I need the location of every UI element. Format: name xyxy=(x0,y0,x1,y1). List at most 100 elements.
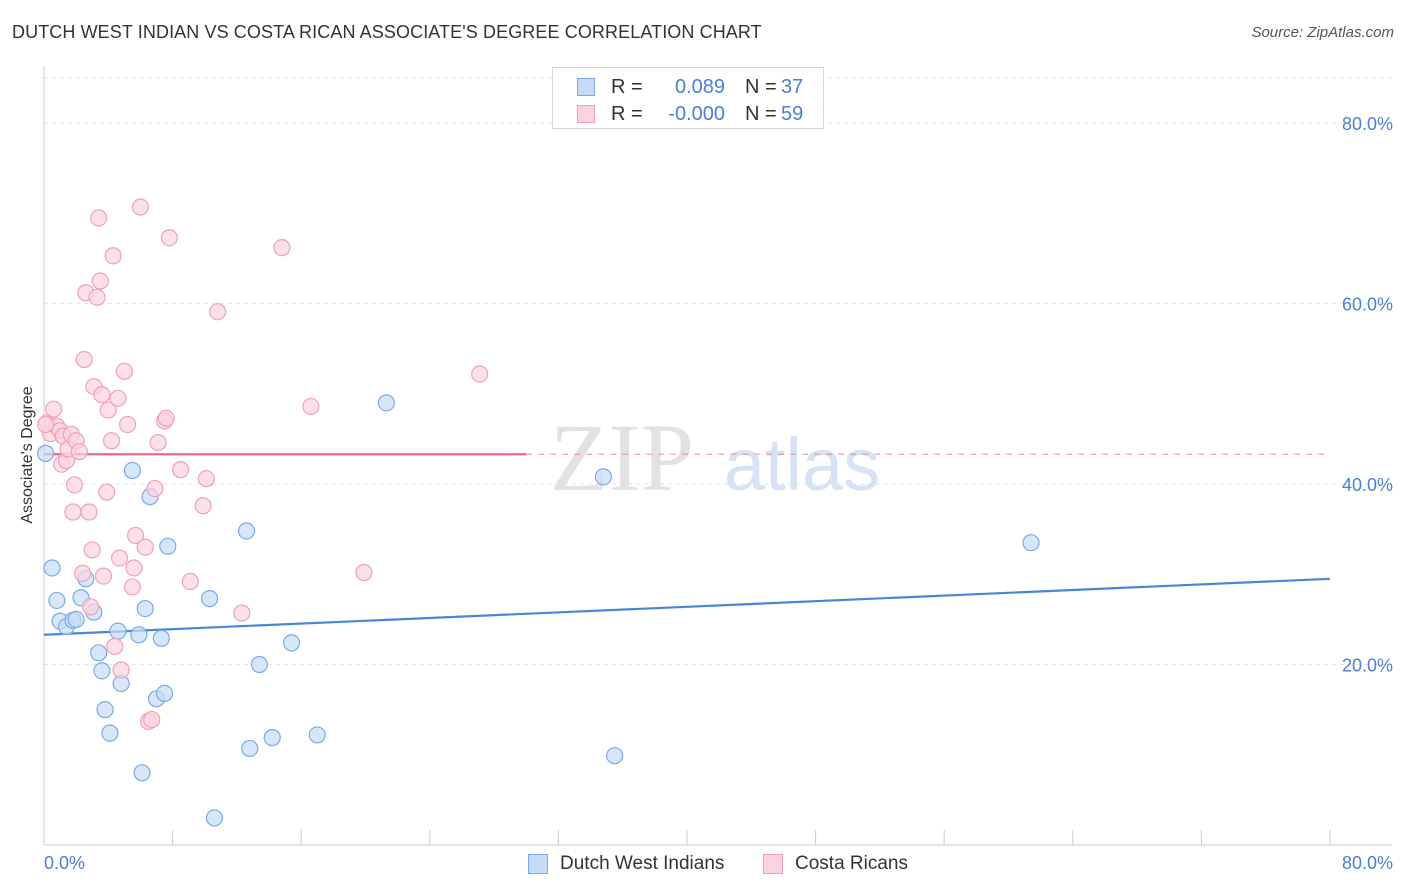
legend-n-label: N = xyxy=(745,102,777,125)
data-point xyxy=(197,470,215,488)
data-point xyxy=(377,394,395,412)
data-point xyxy=(90,644,108,662)
axes xyxy=(43,66,1392,846)
x-tick-label: 80.0% xyxy=(1342,853,1393,873)
data-point xyxy=(99,401,117,419)
legend-r-value: -0.000 xyxy=(668,102,725,125)
data-point xyxy=(94,567,113,585)
data-point xyxy=(136,599,154,618)
legend-n-label: N = xyxy=(745,75,777,98)
data-points xyxy=(37,198,1040,827)
data-point xyxy=(302,397,320,416)
bottom-legend-dutch-west-indians[interactable]: Dutch West Indians xyxy=(528,852,724,876)
data-point xyxy=(115,362,133,380)
data-point xyxy=(37,444,55,462)
data-point xyxy=(43,559,61,577)
y-tick-label: 20.0% xyxy=(1342,656,1393,676)
data-point xyxy=(172,461,190,479)
data-point xyxy=(80,503,98,521)
data-point xyxy=(93,386,111,404)
data-point xyxy=(64,503,82,521)
data-point xyxy=(123,461,142,480)
data-point xyxy=(110,549,129,567)
watermark-zip: ZIP xyxy=(550,404,694,511)
data-point xyxy=(355,563,373,582)
data-point xyxy=(241,739,259,758)
data-point xyxy=(1022,534,1040,552)
trend-lines xyxy=(43,453,1331,636)
data-point xyxy=(75,350,93,369)
data-point xyxy=(471,365,489,383)
data-point xyxy=(273,239,291,257)
data-point xyxy=(181,572,199,591)
tick-labels: 20.0% 40.0% 60.0% 80.0% 0.0% 80.0% xyxy=(44,114,1393,873)
data-point xyxy=(157,409,175,427)
data-point xyxy=(160,229,178,247)
legend-swatch-blue xyxy=(528,854,548,874)
data-point xyxy=(594,468,613,486)
grid-lines xyxy=(44,77,1392,666)
data-point xyxy=(106,637,124,656)
data-point xyxy=(308,726,326,744)
data-point xyxy=(127,526,145,545)
data-point xyxy=(131,198,150,216)
data-point xyxy=(143,710,161,729)
data-point xyxy=(233,604,251,622)
legend-row-costa-ricans: R = -0.000 N = 59 xyxy=(577,103,803,125)
data-point xyxy=(91,272,109,290)
legend-row-dutch-west-indians: R = 0.089 N = 37 xyxy=(577,76,803,98)
data-point xyxy=(123,578,142,596)
data-point xyxy=(98,483,116,501)
data-point xyxy=(263,729,281,747)
data-point xyxy=(200,590,219,608)
watermark-atlas: atlas xyxy=(724,423,880,506)
data-point xyxy=(104,247,122,265)
legend-r-value: 0.089 xyxy=(674,75,725,98)
data-point xyxy=(282,634,301,652)
data-point xyxy=(109,389,127,407)
data-point xyxy=(155,684,174,703)
legend-r-label: R = xyxy=(611,102,643,125)
legend-label: Costa Ricans xyxy=(795,853,908,874)
data-point xyxy=(237,522,256,540)
data-point xyxy=(83,541,101,559)
data-point xyxy=(67,610,85,629)
data-point xyxy=(101,724,119,742)
data-point xyxy=(102,432,121,450)
correlation-legend: R = 0.089 N = 37 R = -0.000 N = 59 xyxy=(552,67,824,129)
data-point xyxy=(149,433,167,452)
data-point xyxy=(159,537,177,555)
data-point xyxy=(82,598,100,616)
legend-swatch-pink xyxy=(577,105,595,123)
data-point xyxy=(146,479,164,498)
data-point xyxy=(205,809,223,827)
y-axis-label: Associate's Degree xyxy=(19,386,36,524)
data-point xyxy=(118,415,137,434)
data-point xyxy=(45,400,63,418)
legend-r-label: R = xyxy=(611,75,643,98)
data-point xyxy=(133,764,151,782)
data-point xyxy=(606,747,624,765)
data-point xyxy=(96,701,114,719)
bottom-legend-costa-ricans[interactable]: Costa Ricans xyxy=(763,852,908,876)
watermark: ZIP atlas xyxy=(550,404,880,511)
legend-n-value: 37 xyxy=(781,75,804,98)
data-point xyxy=(37,415,55,434)
data-point xyxy=(112,661,130,679)
legend-swatch-pink xyxy=(763,854,783,874)
data-point xyxy=(73,564,92,582)
legend-label: Dutch West Indians xyxy=(560,853,725,874)
source-credit: Source: ZipAtlas.com xyxy=(1251,24,1394,41)
legend-n-value: 59 xyxy=(781,102,804,125)
data-point xyxy=(48,591,66,610)
data-point xyxy=(109,622,127,640)
data-point xyxy=(130,626,148,644)
data-point xyxy=(250,655,269,674)
data-point xyxy=(209,303,227,321)
data-point xyxy=(70,442,88,461)
y-tick-label: 80.0% xyxy=(1342,114,1393,134)
data-point xyxy=(136,538,154,556)
trend-line xyxy=(43,577,1331,636)
data-point xyxy=(65,476,84,494)
